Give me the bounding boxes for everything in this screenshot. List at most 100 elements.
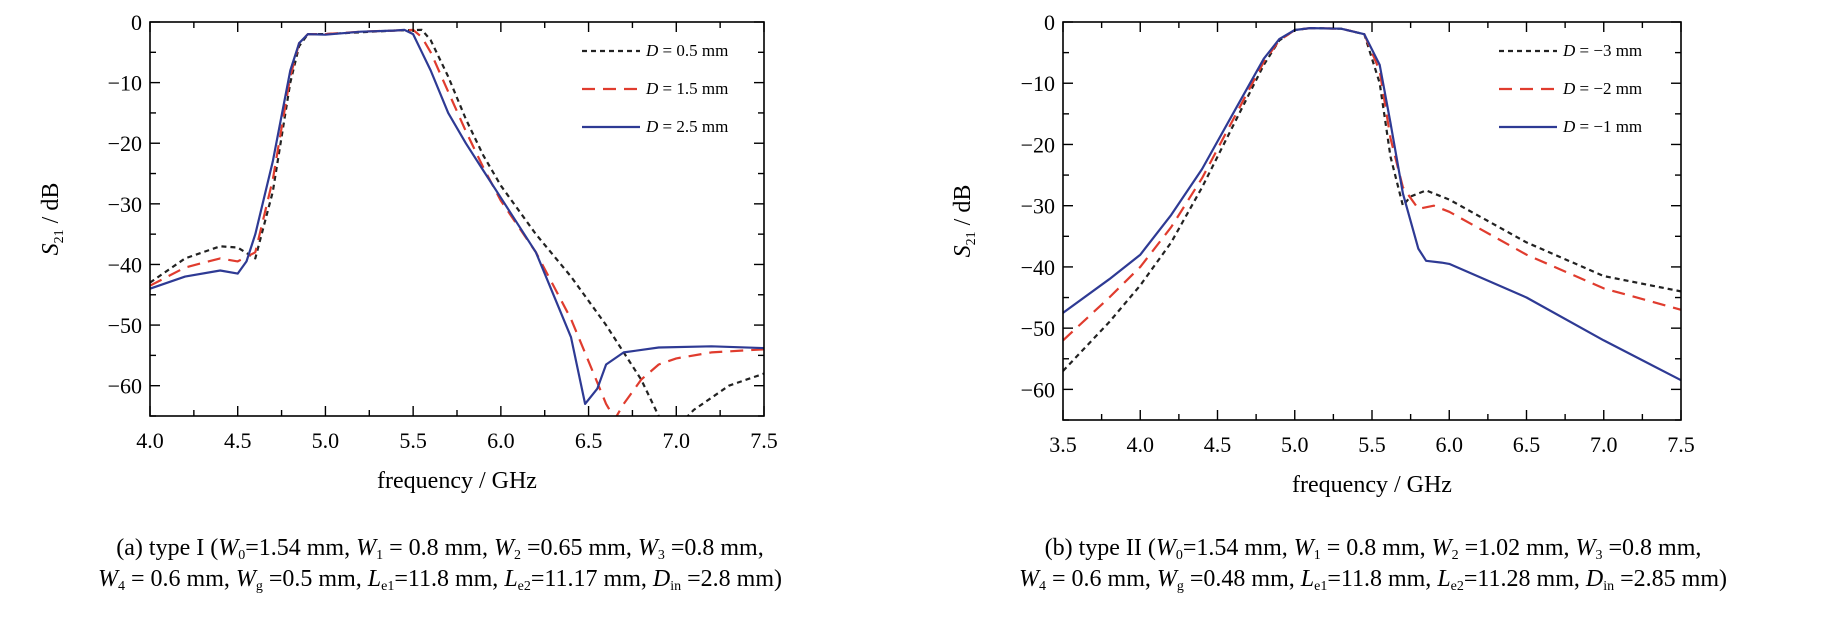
legend-entry-3: D = 2.5 mm (645, 117, 728, 136)
caption-type-i: (a) type I (W0=1.54 mm, W1 = 0.8 mm, W2 … (0, 533, 880, 595)
caption-text: =11.28 mm, (1463, 566, 1586, 592)
caption-subscript: e2 (517, 579, 531, 594)
chart-type-i: 0 −10 −20 −30 −40 −50 −60 4.0 5.0 5.5 6.0 6.5 7.0 7.5… (38, 10, 778, 494)
y-tick-label: −50 (1021, 316, 1055, 341)
legend-value: = −2 mm (1575, 79, 1642, 98)
chart-type-ii: 0 −10 −20 −30 −40 −50 −60 3.5 4.0 4.5 5.0 5.5 6.0 6.5… (950, 10, 1695, 498)
caption-subscript: 0 (1175, 548, 1183, 563)
caption-variable: W (218, 535, 239, 561)
x-tick-label: 7.0 (1590, 432, 1618, 457)
caption-line-1: (a) type I (W0=1.54 mm, W1 = 0.8 mm, W2 … (0, 533, 880, 564)
caption-subscript: 4 (118, 579, 125, 594)
caption-variable: W (1156, 566, 1177, 592)
y-label-subscript: 21 (964, 231, 979, 245)
x-tick-label: 6.5 (575, 428, 603, 453)
caption-subscript: 3 (1595, 548, 1603, 563)
caption-subscript: g (255, 579, 263, 594)
x-tick-label: 3.5 (1049, 432, 1077, 457)
x-tick-label: 5.5 (1358, 432, 1386, 457)
caption-variable: W (1575, 535, 1596, 561)
y-tick-label: −40 (1021, 255, 1055, 280)
x-tick-label: 7.5 (750, 428, 778, 453)
legend-entry-1: D = −3 mm (1562, 41, 1642, 60)
caption-text: = 0.8 mm, (1320, 535, 1432, 561)
caption-text: = 0.6 mm, (1046, 566, 1157, 592)
caption-subscript: in (1603, 579, 1615, 594)
caption-line-1: (b) type II (W0=1.54 mm, W1 = 0.8 mm, W2… (920, 533, 1826, 564)
caption-text: =1.02 mm, (1458, 535, 1576, 561)
x-tick-label: 6.0 (1436, 432, 1464, 457)
y-label-unit: / dB (950, 185, 976, 232)
legend-entry-1: D = 0.5 mm (645, 41, 728, 60)
caption-variable: W (1155, 535, 1176, 561)
series-line-2 (150, 28, 764, 416)
caption-text: = 0.6 mm, (125, 566, 236, 592)
series-line-3 (1063, 27, 1681, 382)
y-tick-label: −20 (108, 131, 142, 156)
caption-variable: W (637, 535, 658, 561)
caption-variable: L (504, 566, 518, 592)
x-tick-label: 7.0 (663, 428, 691, 453)
legend-variable: D (645, 41, 659, 60)
y-tick-label: −40 (108, 252, 142, 277)
y-label-subscript: 21 (52, 229, 67, 243)
legend-value: = 1.5 mm (658, 79, 728, 98)
legend-variable: D (1562, 117, 1576, 136)
caption-line-2: W4 = 0.6 mm, Wg =0.48 mm, Le1=11.8 mm, L… (920, 564, 1826, 595)
y-axis-label: S21 / dB (950, 185, 979, 258)
legend-variable: D (1562, 79, 1576, 98)
caption-variable: W (493, 535, 514, 561)
caption-subscript: 3 (657, 548, 665, 563)
caption-text: =2.85 mm) (1614, 566, 1727, 592)
caption-text: =1.54 mm, (245, 535, 357, 561)
caption-text: =0.65 mm, (520, 535, 638, 561)
caption-variable: L (367, 566, 382, 592)
caption-variable: D (652, 566, 671, 592)
series-line-1 (150, 28, 764, 416)
caption-text: =11.8 mm, (1327, 566, 1438, 592)
caption-text: =0.5 mm, (262, 566, 368, 592)
x-tick-label: 4.5 (224, 428, 252, 453)
y-tick-label: −30 (108, 192, 142, 217)
caption-subscript: 0 (238, 548, 246, 563)
x-tick-label: 5.0 (1281, 432, 1309, 457)
x-tick-label: 4.0 (136, 428, 164, 453)
caption-variable: W (235, 566, 256, 592)
y-tick-label: −20 (1021, 132, 1055, 157)
legend-variable: D (1562, 41, 1576, 60)
legend-entry-3: D = −1 mm (1562, 117, 1642, 136)
caption-text: =11.17 mm, (530, 566, 653, 592)
caption-subscript: in (670, 579, 682, 594)
x-tick-label: 4.5 (1204, 432, 1232, 457)
legend-variable: D (645, 117, 659, 136)
y-axis-label: S21 / dB (38, 183, 67, 256)
caption-text: (b) type II ( (1044, 535, 1156, 561)
legend-value: = −3 mm (1575, 41, 1642, 60)
caption-subscript: e1 (381, 579, 395, 594)
caption-subscript: e2 (1450, 579, 1464, 594)
caption-variable: D (1585, 566, 1604, 592)
x-tick-label: 5.5 (399, 428, 427, 453)
legend-value: = 2.5 mm (658, 117, 728, 136)
caption-subscript: 2 (1451, 548, 1459, 563)
caption-subscript: 1 (376, 548, 384, 563)
y-tick-label: −60 (1021, 377, 1055, 402)
y-tick-label: −10 (108, 71, 142, 96)
caption-text: =11.8 mm, (394, 566, 505, 592)
caption-text: =0.8 mm, (1602, 535, 1702, 561)
y-tick-label: −60 (108, 374, 142, 399)
caption-type-ii: (b) type II (W0=1.54 mm, W1 = 0.8 mm, W2… (920, 533, 1826, 595)
caption-text: (a) type I ( (116, 535, 219, 561)
y-label-unit: / dB (38, 183, 64, 230)
x-tick-label: 6.0 (487, 428, 515, 453)
caption-subscript: 4 (1039, 579, 1046, 594)
legend-value: = −1 mm (1575, 117, 1642, 136)
legend-entry-2: D = −2 mm (1562, 79, 1642, 98)
caption-variable: W (1019, 566, 1039, 592)
caption-variable: L (1437, 566, 1451, 592)
series-line-2 (1063, 27, 1681, 342)
caption-variable: W (356, 535, 377, 561)
x-tick-label: 5.0 (312, 428, 340, 453)
caption-variable: L (1300, 566, 1315, 592)
